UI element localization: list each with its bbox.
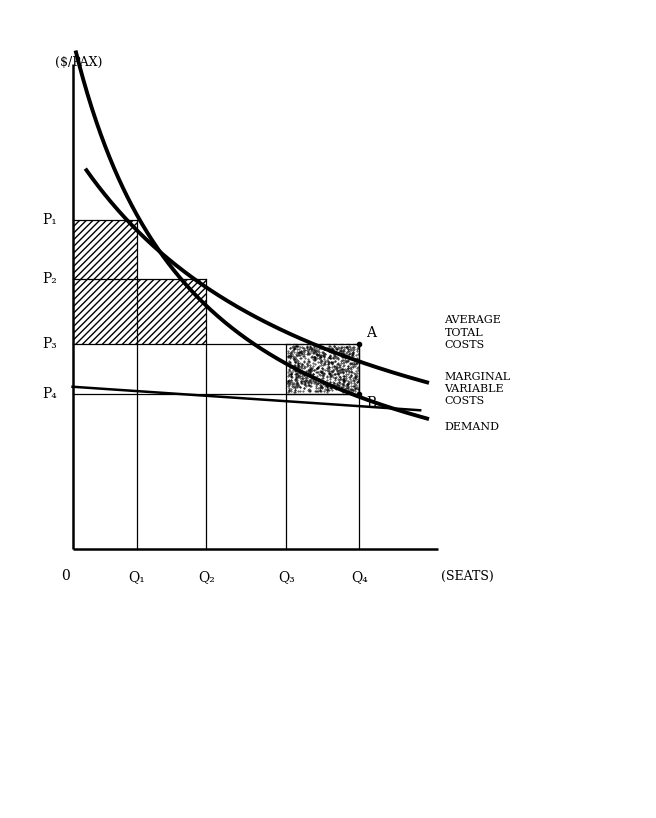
Text: P₂: P₂ bbox=[42, 272, 57, 285]
Text: Q₄: Q₄ bbox=[351, 570, 368, 584]
Text: B: B bbox=[366, 396, 377, 410]
Text: Q₁: Q₁ bbox=[129, 570, 145, 584]
Text: P₄: P₄ bbox=[42, 387, 57, 401]
Text: 0: 0 bbox=[61, 569, 70, 583]
Bar bbox=[73, 220, 137, 278]
Text: P₁: P₁ bbox=[42, 213, 57, 227]
Text: ($/PAX): ($/PAX) bbox=[55, 56, 102, 70]
Text: Q₃: Q₃ bbox=[278, 570, 295, 584]
Text: AVERAGE
TOTAL
COSTS: AVERAGE TOTAL COSTS bbox=[445, 315, 501, 350]
Text: P₃: P₃ bbox=[42, 337, 57, 352]
Bar bbox=[73, 278, 207, 344]
Text: MARGINAL
VARIABLE
COSTS: MARGINAL VARIABLE COSTS bbox=[445, 371, 510, 407]
Text: DEMAND: DEMAND bbox=[445, 422, 499, 432]
Text: (SEATS): (SEATS) bbox=[441, 570, 494, 583]
Text: Q₂: Q₂ bbox=[198, 570, 215, 584]
Text: A: A bbox=[366, 326, 377, 339]
